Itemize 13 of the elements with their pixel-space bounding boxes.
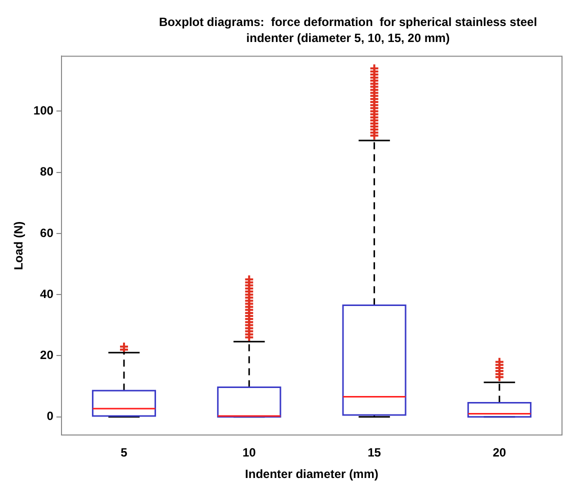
y-axis-title: Load (N)	[12, 221, 26, 270]
x-tick-label: 20	[492, 446, 506, 460]
y-tick-label: 80	[40, 164, 54, 179]
x-tick-label: 10	[242, 446, 256, 460]
y-tick-label: 40	[40, 286, 54, 301]
x-tick-label: 5	[120, 446, 128, 460]
x-axis-title: Indenter diameter (mm)	[245, 467, 378, 482]
y-tick-label: 60	[40, 226, 54, 240]
y-tick-label: 20	[40, 348, 54, 362]
x-tick-label: 15	[368, 446, 382, 460]
chart-title: Boxplot diagrams: force deformation for spherical stainless steel indenter (diameter 5, 10, 15, 20 mm)	[158, 14, 538, 46]
y-tick-label: 0	[46, 409, 54, 424]
y-tick-label: 100	[33, 104, 54, 118]
